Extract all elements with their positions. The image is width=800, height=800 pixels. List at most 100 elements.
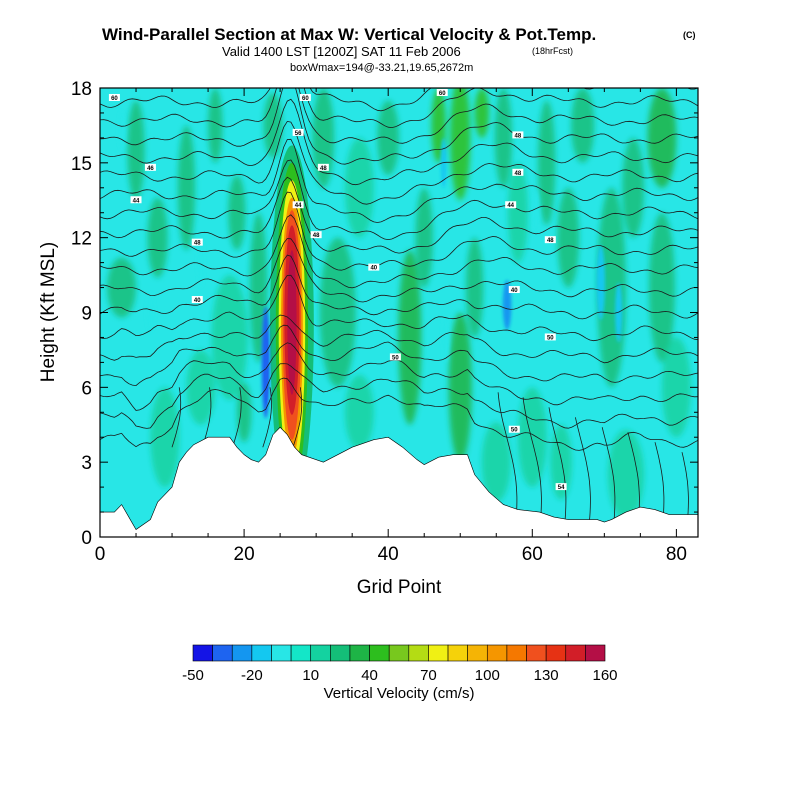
y-tick-label: 9 — [81, 304, 92, 325]
isentrope-line — [100, 88, 698, 129]
field-patch — [263, 92, 283, 158]
isentrope-label: 48 — [547, 238, 554, 244]
isentrope-label: 48 — [515, 133, 522, 139]
colorbar-swatch — [290, 644, 312, 662]
isentrope-line — [100, 214, 698, 289]
isentrope-line — [100, 138, 698, 223]
isentrope-label-bg — [108, 93, 120, 101]
colorbar-swatch — [447, 644, 468, 662]
isentrope-label-bg — [292, 201, 304, 209]
isentrope-line — [201, 387, 212, 448]
isentrope-line — [100, 176, 698, 254]
isentrope-label-bg — [191, 238, 203, 246]
isentrope-label-bg — [436, 88, 448, 96]
isentrope-label-bg — [130, 196, 142, 204]
colorbar-tick-label: -50 — [182, 667, 204, 684]
plot-area: 60 60 60 56 48 46 48 48 44 44 44 48 48 48 40 40 40 50 50 50… — [100, 88, 698, 537]
isentrope-line — [100, 88, 698, 165]
field-negative-patch — [596, 245, 606, 320]
field-patch — [450, 88, 471, 201]
isentrope-label: 56 — [295, 131, 302, 137]
colorbar-tick-label: 160 — [592, 667, 617, 684]
isentrope-label-bg — [310, 231, 322, 239]
isentrope-contours — [100, 88, 698, 523]
field-patch — [550, 424, 572, 500]
isentrope-line — [100, 254, 698, 320]
isentrope-line — [232, 387, 242, 448]
y-tick-label: 0 — [81, 528, 92, 549]
copyright-mark: (C) — [683, 30, 696, 40]
isentrope-label: 40 — [194, 298, 201, 304]
isentrope-line — [100, 314, 698, 364]
isentrope-label: 46 — [147, 166, 154, 172]
isentrope-label: 48 — [194, 241, 201, 247]
colorbar: -50 -20 10 40 70 100 130 160 — [182, 644, 618, 684]
x-tick-label: 20 — [234, 544, 255, 565]
field-patch — [211, 275, 248, 400]
field-patch — [607, 429, 644, 520]
isentrope-line — [497, 392, 518, 523]
field-negative-patch — [197, 237, 205, 288]
colorbar-label: Vertical Velocity (cm/s) — [324, 685, 475, 702]
field-patch — [466, 237, 484, 338]
colorbar-swatch — [251, 644, 272, 662]
field-patch — [177, 125, 196, 251]
field-patch — [319, 237, 356, 388]
y-tick-label: 6 — [81, 378, 92, 399]
colorbar-tick-label: 100 — [475, 667, 500, 684]
isentrope-label: 48 — [515, 171, 522, 177]
isentrope-line — [100, 274, 698, 342]
colorbar-tick-label: -20 — [241, 667, 263, 684]
y-tick-label: 15 — [71, 154, 92, 175]
field-patch — [107, 257, 137, 318]
isentrope-label-bg — [191, 296, 203, 304]
colorbar-swatch — [212, 644, 233, 662]
isentrope-line — [100, 324, 698, 387]
colorbar-swatch — [585, 644, 606, 662]
isentrope-line — [681, 452, 689, 523]
chart-title: Wind-Parallel Section at Max W: Vertical… — [102, 25, 596, 44]
colorbar-tick-label: 40 — [361, 667, 378, 684]
isentrope-line — [171, 387, 182, 448]
field-patch — [622, 137, 644, 238]
field-patch — [571, 88, 595, 163]
isentrope-label: 44 — [507, 203, 514, 209]
isentrope-line — [100, 159, 698, 241]
isentrope-label: 40 — [370, 266, 377, 272]
colorbar-swatch — [231, 644, 253, 662]
field-patch — [312, 88, 335, 188]
isentrope-label-bg — [544, 236, 556, 244]
isentrope-line — [575, 417, 591, 523]
isentrope-line — [627, 432, 640, 523]
field-negative-patch — [118, 110, 126, 151]
colorbar-tick-label: 70 — [420, 667, 437, 684]
isentrope-line — [100, 342, 698, 411]
field-patch — [649, 212, 675, 363]
isentrope-line — [601, 427, 616, 523]
y-tick-label: 12 — [71, 229, 92, 250]
isentrope-label: 54 — [558, 485, 565, 491]
x-tick-label: 0 — [95, 544, 106, 565]
y-tick-label: 18 — [71, 79, 92, 100]
field-patch — [147, 197, 168, 278]
box-wmax: boxWmax=194@-33.21,19.65,2672m — [290, 62, 473, 74]
isentrope-label: 44 — [133, 198, 140, 204]
isentrope-label-bg — [512, 131, 524, 139]
terrain-mask — [100, 426, 698, 537]
isentrope-line — [100, 120, 698, 205]
colorbar-swatch — [545, 644, 567, 662]
colorbar-swatch — [428, 644, 449, 662]
field-negative-patches — [118, 110, 623, 363]
isentrope-line — [100, 191, 698, 271]
isentrope-label: 60 — [302, 96, 309, 102]
colorbar-swatch — [271, 644, 292, 662]
y-axis-label: Height (Kft MSL) — [38, 242, 59, 382]
field-patch — [661, 337, 691, 438]
colorbar-swatch — [388, 644, 410, 662]
colorbar-swatch — [526, 644, 547, 662]
colorbar-swatch — [408, 644, 429, 662]
field-patch — [186, 349, 216, 425]
field-patch — [557, 187, 580, 288]
isentrope-label-bg — [544, 333, 556, 341]
